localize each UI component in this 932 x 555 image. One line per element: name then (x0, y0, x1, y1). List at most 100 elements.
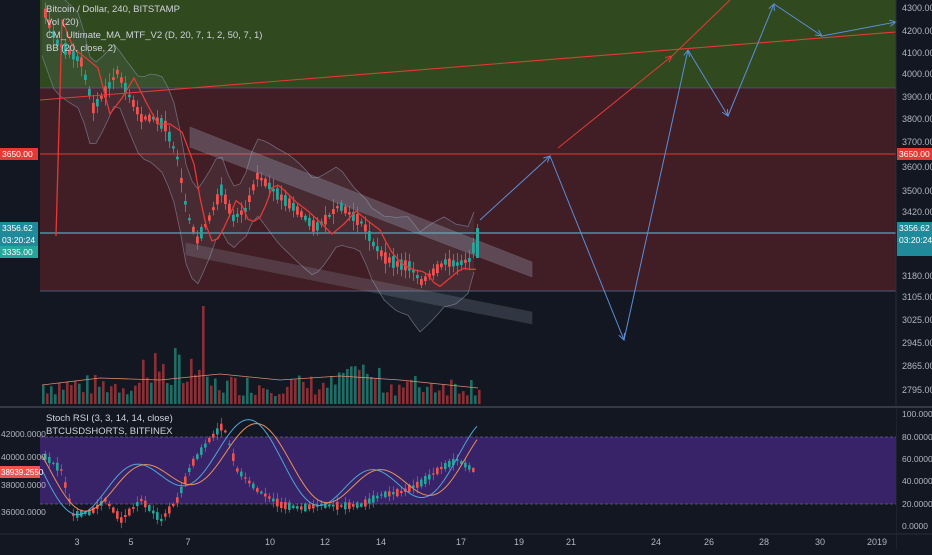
volume-bar (286, 386, 289, 404)
candle-body (220, 184, 223, 196)
shorts-body (396, 488, 399, 497)
secondary-value: 3335.00 (2, 247, 33, 257)
candle-body (248, 195, 251, 202)
volume-bar (142, 359, 145, 404)
volume-bar (230, 376, 233, 404)
volume-bar (102, 381, 105, 404)
candle-body (312, 220, 315, 232)
shorts-body (364, 499, 367, 507)
volume-bar (406, 381, 409, 404)
shorts-body (240, 471, 243, 477)
stoch-k-line (41, 419, 478, 516)
candle-body (228, 203, 231, 214)
shorts-body (408, 484, 411, 493)
volume-bar (182, 383, 185, 404)
time-tick: 7 (185, 537, 190, 547)
shorts-body (256, 488, 259, 492)
stoch-tick: 60.0000 (902, 454, 932, 464)
candle-body (344, 206, 347, 214)
candle-body (192, 226, 195, 233)
volume-bar (326, 387, 329, 404)
volume-bar (410, 379, 413, 404)
current-label-right: 3356.62 03:20:24 (897, 222, 932, 256)
shorts-tick: 42000.0000 (1, 429, 46, 439)
volume-bar (234, 377, 237, 404)
shorts-body (108, 503, 111, 507)
volume-bar (126, 394, 129, 404)
shorts-body (400, 490, 403, 494)
stoch-band (40, 437, 896, 504)
candle-body (236, 213, 239, 217)
shorts-body (284, 502, 287, 510)
volume-bar (386, 392, 389, 404)
candle-body (364, 224, 367, 232)
candle-body (432, 268, 435, 276)
price-tick: 2795.00 (902, 385, 932, 395)
shorts-body (60, 469, 63, 471)
volume-bar (458, 393, 461, 404)
candle-body (44, 8, 47, 18)
shorts-body (244, 477, 247, 479)
volume-bar (290, 379, 293, 404)
candle-body (72, 51, 75, 60)
shorts-body (204, 443, 207, 448)
shorts-body (356, 502, 359, 508)
candle-body (424, 276, 427, 281)
volume-bar (74, 381, 77, 404)
candle-body (144, 116, 147, 120)
candle-body (244, 207, 247, 213)
candle-body (428, 273, 431, 278)
lower-channel (185, 242, 533, 325)
shorts-body (304, 503, 307, 512)
shorts-body (384, 491, 387, 498)
candle-body (304, 215, 307, 221)
shorts-body (152, 510, 155, 514)
shorts-body (352, 504, 355, 507)
candle-body (332, 209, 335, 214)
projection-3 (623, 49, 689, 341)
time-axis[interactable] (0, 534, 896, 550)
time-tick: 21 (566, 537, 576, 547)
volume-bar (134, 385, 137, 404)
candle-body (216, 194, 219, 205)
candle-body (396, 261, 399, 267)
candle-body (456, 262, 459, 266)
candle-body (336, 206, 339, 209)
shorts-body (268, 496, 271, 499)
bb-lower (41, 55, 475, 333)
shorts-body (380, 494, 383, 496)
candle-body (356, 214, 359, 225)
candle-body (92, 102, 95, 114)
volume-bar (382, 392, 385, 404)
volume-bar (162, 364, 165, 404)
volume-bar (54, 394, 57, 404)
shorts-body (272, 498, 275, 502)
time-tick: 12 (320, 537, 330, 547)
candle-body (468, 258, 471, 262)
shorts-body (56, 462, 59, 471)
candle-body (100, 95, 103, 99)
candle-body (200, 226, 203, 239)
price-tick: 3180.00 (902, 271, 932, 281)
volume-bar (62, 389, 65, 404)
candle-body (240, 210, 243, 215)
resistance-value-right: 3650.00 (899, 149, 930, 159)
bb-fill (42, 0, 474, 332)
price-tick: 3600.00 (902, 162, 932, 172)
volume-bar (262, 388, 265, 404)
shorts-tick: 38000.0000 (1, 480, 46, 490)
candle-body (120, 77, 123, 83)
shorts-body (148, 505, 151, 511)
candle-body (380, 250, 383, 257)
volume-bar (350, 366, 353, 404)
shorts-body (144, 500, 147, 508)
shorts-body (184, 476, 187, 484)
stoch-tick: 20.0000 (902, 499, 932, 509)
candle-body (128, 94, 131, 98)
price-tick: 4300.00 (902, 3, 932, 13)
shorts-body (368, 498, 371, 504)
symbol-title: Bitcoin / Dollar, 240, BITSTAMP (46, 4, 180, 15)
descending-channels (185, 126, 533, 325)
